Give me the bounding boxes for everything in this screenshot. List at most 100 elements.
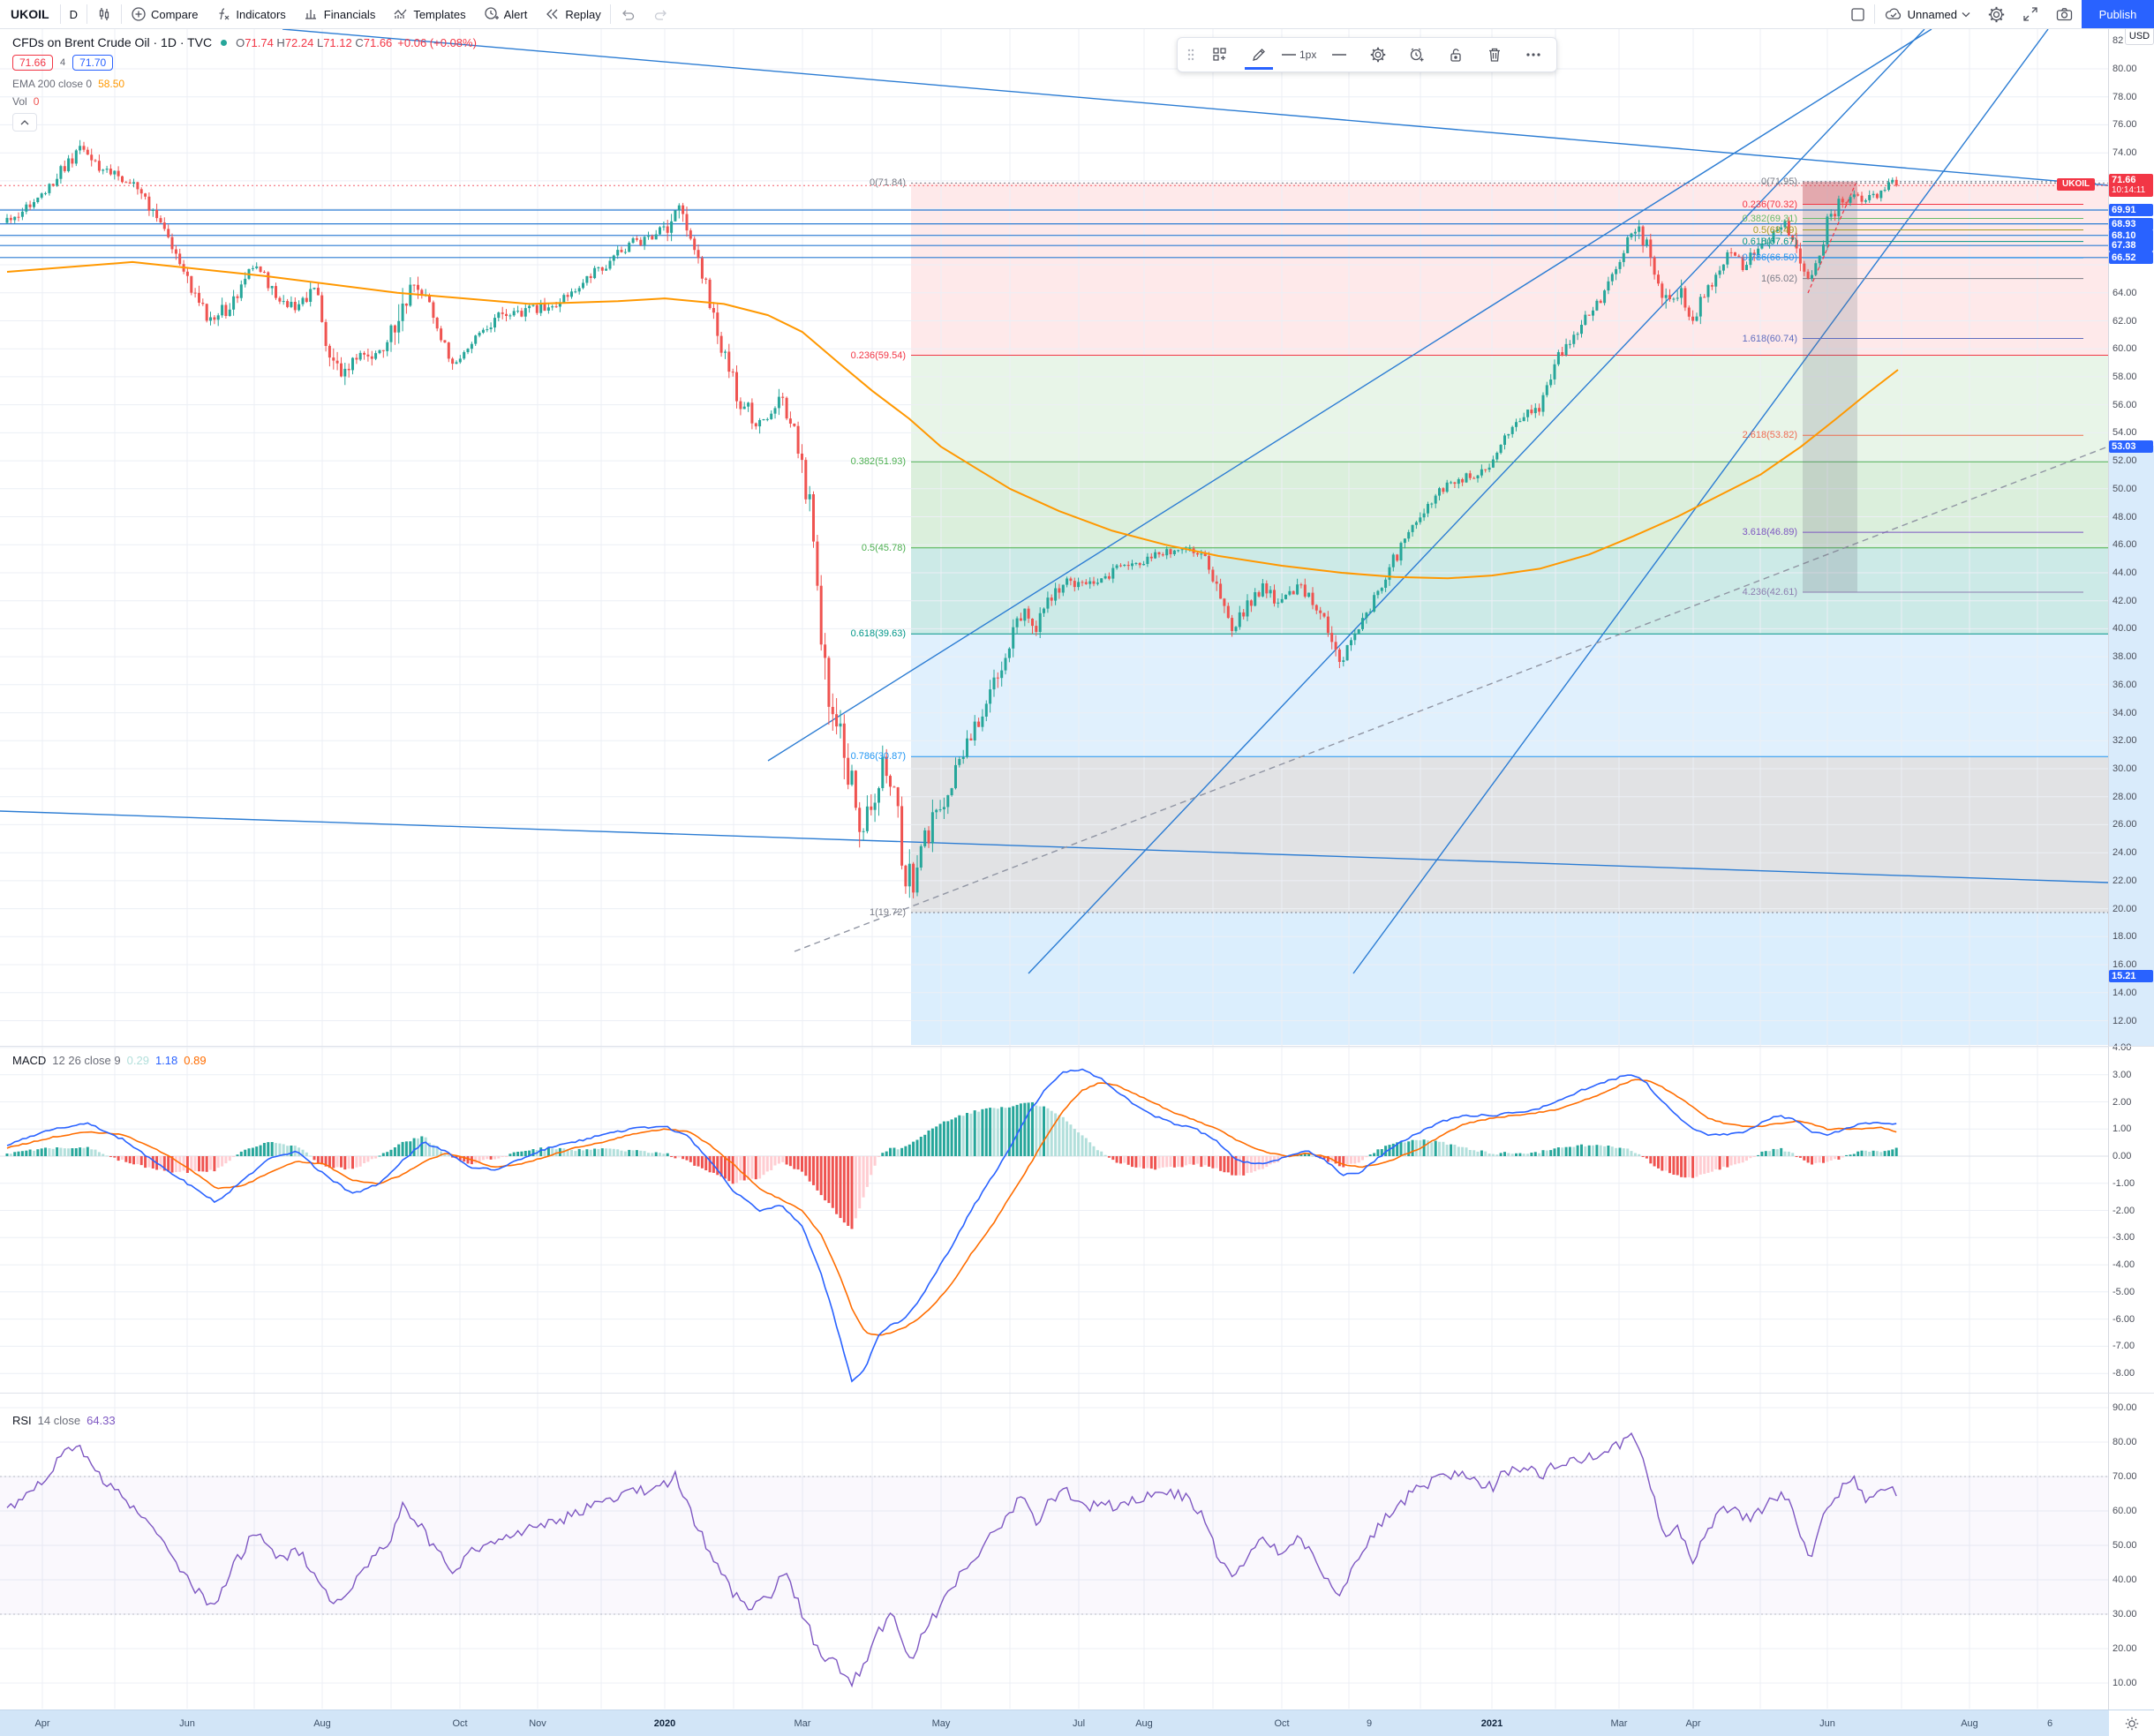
price-axis-label: 54.00 bbox=[2113, 427, 2137, 439]
macd-legend[interactable]: MACD 12 26 close 9 0.29 1.18 0.89 bbox=[12, 1054, 207, 1067]
macd-axis-label: 1.00 bbox=[2113, 1124, 2132, 1135]
price-axis-label: 64.00 bbox=[2113, 287, 2137, 298]
line-style-button[interactable] bbox=[1320, 41, 1359, 69]
rsi-axis-label: 60.00 bbox=[2113, 1506, 2137, 1516]
ohlc-key: H bbox=[276, 35, 285, 49]
compare-button[interactable]: Compare bbox=[122, 0, 207, 28]
ema-legend-label[interactable]: EMA 200 close 0 bbox=[12, 78, 93, 90]
alert-clock-icon bbox=[484, 6, 500, 22]
spread-value: 4 bbox=[60, 57, 66, 68]
main-pane-legend: CFDs on Brent Crude Oil · 1D · TVC O71.7… bbox=[12, 35, 477, 132]
price-axis-label: 36.00 bbox=[2113, 679, 2137, 690]
compare-icon bbox=[131, 6, 147, 22]
fullscreen-button[interactable] bbox=[2014, 0, 2047, 28]
square-icon bbox=[1850, 7, 1865, 22]
price-axis-label: 32.00 bbox=[2113, 735, 2137, 747]
time-axis-label: Oct bbox=[452, 1718, 468, 1729]
fib-extension-label: 0.5(68.49) bbox=[1752, 224, 1797, 236]
time-axis-label: Apr bbox=[1685, 1718, 1701, 1729]
more-options-button[interactable] bbox=[1514, 41, 1553, 69]
price-axis-label: 38.00 bbox=[2113, 651, 2137, 663]
price-axis-label: 26.00 bbox=[2113, 819, 2137, 830]
macd-params: 12 26 close 9 bbox=[52, 1054, 121, 1067]
rsi-axis-label: 30.00 bbox=[2113, 1609, 2137, 1620]
price-axis-label: 50.00 bbox=[2113, 483, 2137, 494]
gear-icon bbox=[1988, 6, 2005, 23]
time-axis-label: 6 bbox=[2046, 1718, 2053, 1729]
axis-settings-corner[interactable] bbox=[2109, 1710, 2154, 1736]
macd-label: MACD bbox=[12, 1054, 47, 1067]
alert-button[interactable]: Alert bbox=[475, 0, 537, 28]
snapshot-button[interactable] bbox=[2047, 0, 2082, 28]
publish-button[interactable]: Publish bbox=[2082, 0, 2154, 28]
line-width-button[interactable]: 1px bbox=[1278, 41, 1320, 69]
fib-extension-label: 3.618(46.89) bbox=[1742, 527, 1797, 538]
toolbar-drag-handle[interactable] bbox=[1181, 41, 1201, 69]
financials-label: Financials bbox=[323, 7, 376, 21]
financials-button[interactable]: Financials bbox=[295, 0, 385, 28]
time-axis[interactable]: Apr Jun Aug Oct Nov 2020 Mar May Jul Aug Oct 9 2021 M… bbox=[0, 1710, 2154, 1736]
drawing-price-tag: 68.10 bbox=[2109, 229, 2153, 242]
settings-button[interactable] bbox=[1979, 0, 2014, 28]
panel-toggle-button[interactable] bbox=[1841, 0, 1874, 28]
rsi-value: 64.33 bbox=[87, 1414, 116, 1427]
cloud-saved-icon bbox=[1884, 7, 1903, 21]
ohlc-key: C bbox=[355, 35, 364, 49]
replay-button[interactable]: Replay bbox=[536, 0, 609, 28]
fib-extension-label: 1.618(60.74) bbox=[1742, 333, 1797, 344]
tool-settings-button[interactable] bbox=[1359, 41, 1397, 69]
fib-level-label: 0.786(30.87) bbox=[850, 751, 906, 763]
delete-button[interactable] bbox=[1475, 41, 1514, 69]
time-axis-label: Mar bbox=[794, 1718, 811, 1729]
macd-axis-label: -2.00 bbox=[2113, 1205, 2135, 1216]
chart-style-button[interactable] bbox=[87, 0, 121, 28]
pane-separator[interactable] bbox=[0, 1393, 2154, 1394]
symbol-label: UKOIL bbox=[11, 7, 49, 21]
lock-button[interactable] bbox=[1436, 41, 1475, 69]
macd-axis-label: -6.00 bbox=[2113, 1313, 2135, 1325]
draw-tool-button[interactable] bbox=[1239, 41, 1278, 70]
collapse-legend-button[interactable] bbox=[12, 113, 37, 132]
drawing-toolbar: 1px bbox=[1177, 37, 1558, 72]
unlock-icon bbox=[1450, 49, 1462, 62]
interval-button[interactable]: D bbox=[61, 0, 87, 28]
add-object-button[interactable] bbox=[1201, 41, 1239, 69]
symbol-button[interactable]: UKOIL bbox=[0, 0, 60, 28]
symbol-price-flag[interactable]: UKOIL bbox=[2057, 178, 2096, 191]
symbol-title[interactable]: CFDs on Brent Crude Oil · 1D · TVC bbox=[12, 35, 213, 49]
ohlc-value: 72.24 bbox=[284, 35, 317, 49]
currency-button[interactable]: USD bbox=[2125, 26, 2154, 45]
macd-line-value: 1.18 bbox=[154, 1054, 178, 1067]
price-axis-label: 60.00 bbox=[2113, 343, 2137, 355]
divider bbox=[120, 4, 122, 24]
price-axis-label: 82 bbox=[2113, 35, 2124, 46]
macd-axis-label: -8.00 bbox=[2113, 1368, 2135, 1379]
fib-level-label: 0.236(59.54) bbox=[850, 349, 906, 361]
templates-button[interactable]: Templates bbox=[384, 0, 474, 28]
volume-legend-label[interactable]: Vol bbox=[12, 95, 27, 108]
price-axis-label: 52.00 bbox=[2113, 455, 2137, 467]
price-axis-label: 48.00 bbox=[2113, 511, 2137, 522]
change-value: +0.06 (+0.08%) bbox=[397, 35, 477, 49]
add-alert-button[interactable] bbox=[1397, 41, 1436, 69]
macd-axis-label: -3.00 bbox=[2113, 1232, 2135, 1244]
bid-pill[interactable]: 71.66 bbox=[12, 55, 54, 71]
rsi-legend[interactable]: RSI 14 close 64.33 bbox=[12, 1414, 116, 1427]
layout-menu-button[interactable]: Unnamed bbox=[1875, 0, 1979, 28]
indicators-button[interactable]: Indicators bbox=[207, 0, 294, 28]
macd-axis-label: -7.00 bbox=[2113, 1341, 2135, 1352]
fib-level-label: 1(19.72) bbox=[870, 907, 906, 918]
ema-legend-value: 58.50 bbox=[98, 78, 125, 90]
ask-pill[interactable]: 71.70 bbox=[72, 55, 114, 71]
ema-200-line bbox=[6, 260, 1899, 580]
divider bbox=[609, 4, 611, 24]
pane-separator[interactable] bbox=[0, 1046, 2154, 1047]
time-axis-label: Aug bbox=[313, 1718, 331, 1729]
expand-icon bbox=[2022, 6, 2038, 22]
financials-icon bbox=[304, 6, 320, 22]
macd-signal-line bbox=[6, 1078, 1897, 1336]
divider bbox=[59, 4, 61, 24]
redo-button[interactable] bbox=[644, 0, 678, 28]
undo-button[interactable] bbox=[611, 0, 644, 28]
